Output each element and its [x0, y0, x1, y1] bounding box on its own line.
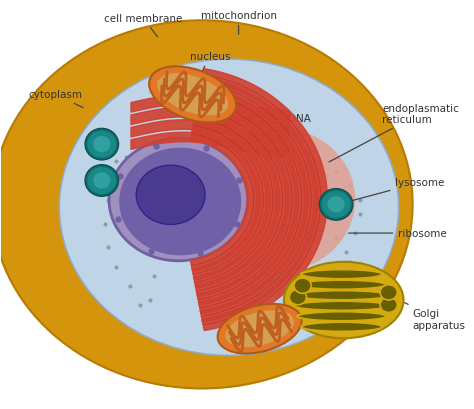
Text: cell membrane: cell membrane — [104, 13, 182, 38]
Text: nucleus: nucleus — [190, 52, 230, 93]
Ellipse shape — [109, 139, 247, 261]
Text: ribosome: ribosome — [348, 229, 447, 238]
Polygon shape — [193, 112, 280, 288]
Ellipse shape — [284, 262, 403, 338]
Ellipse shape — [93, 137, 110, 153]
Ellipse shape — [85, 129, 118, 160]
Ellipse shape — [322, 191, 350, 218]
Ellipse shape — [93, 173, 110, 189]
Ellipse shape — [294, 279, 311, 294]
Ellipse shape — [88, 131, 116, 158]
Ellipse shape — [380, 285, 397, 300]
Ellipse shape — [328, 197, 345, 213]
Ellipse shape — [218, 304, 301, 354]
Text: cytoplasm: cytoplasm — [28, 90, 83, 108]
Ellipse shape — [297, 280, 386, 290]
Ellipse shape — [85, 165, 118, 197]
Ellipse shape — [319, 189, 353, 220]
Polygon shape — [195, 103, 289, 297]
Text: lysosome: lysosome — [341, 178, 445, 204]
Ellipse shape — [293, 291, 390, 300]
Ellipse shape — [289, 290, 307, 305]
Ellipse shape — [301, 322, 383, 332]
Polygon shape — [197, 95, 299, 306]
Ellipse shape — [88, 168, 116, 194]
Ellipse shape — [136, 166, 205, 225]
Ellipse shape — [297, 312, 386, 321]
Ellipse shape — [380, 297, 397, 312]
Ellipse shape — [0, 21, 412, 389]
Polygon shape — [199, 86, 309, 314]
Ellipse shape — [119, 148, 241, 256]
Text: mitochondrion: mitochondrion — [201, 11, 276, 35]
Polygon shape — [190, 129, 261, 272]
Ellipse shape — [59, 60, 399, 355]
Text: Golgi
apparatus: Golgi apparatus — [382, 292, 465, 330]
Ellipse shape — [301, 270, 383, 279]
Polygon shape — [200, 78, 318, 322]
Ellipse shape — [149, 67, 236, 123]
Ellipse shape — [225, 310, 294, 347]
Polygon shape — [202, 70, 328, 331]
Polygon shape — [192, 120, 270, 280]
Text: endoplasmatic
reticulum: endoplasmatic reticulum — [329, 103, 459, 162]
Ellipse shape — [293, 301, 390, 311]
Ellipse shape — [157, 74, 228, 116]
Text: DNA: DNA — [269, 114, 311, 162]
Ellipse shape — [202, 128, 355, 272]
